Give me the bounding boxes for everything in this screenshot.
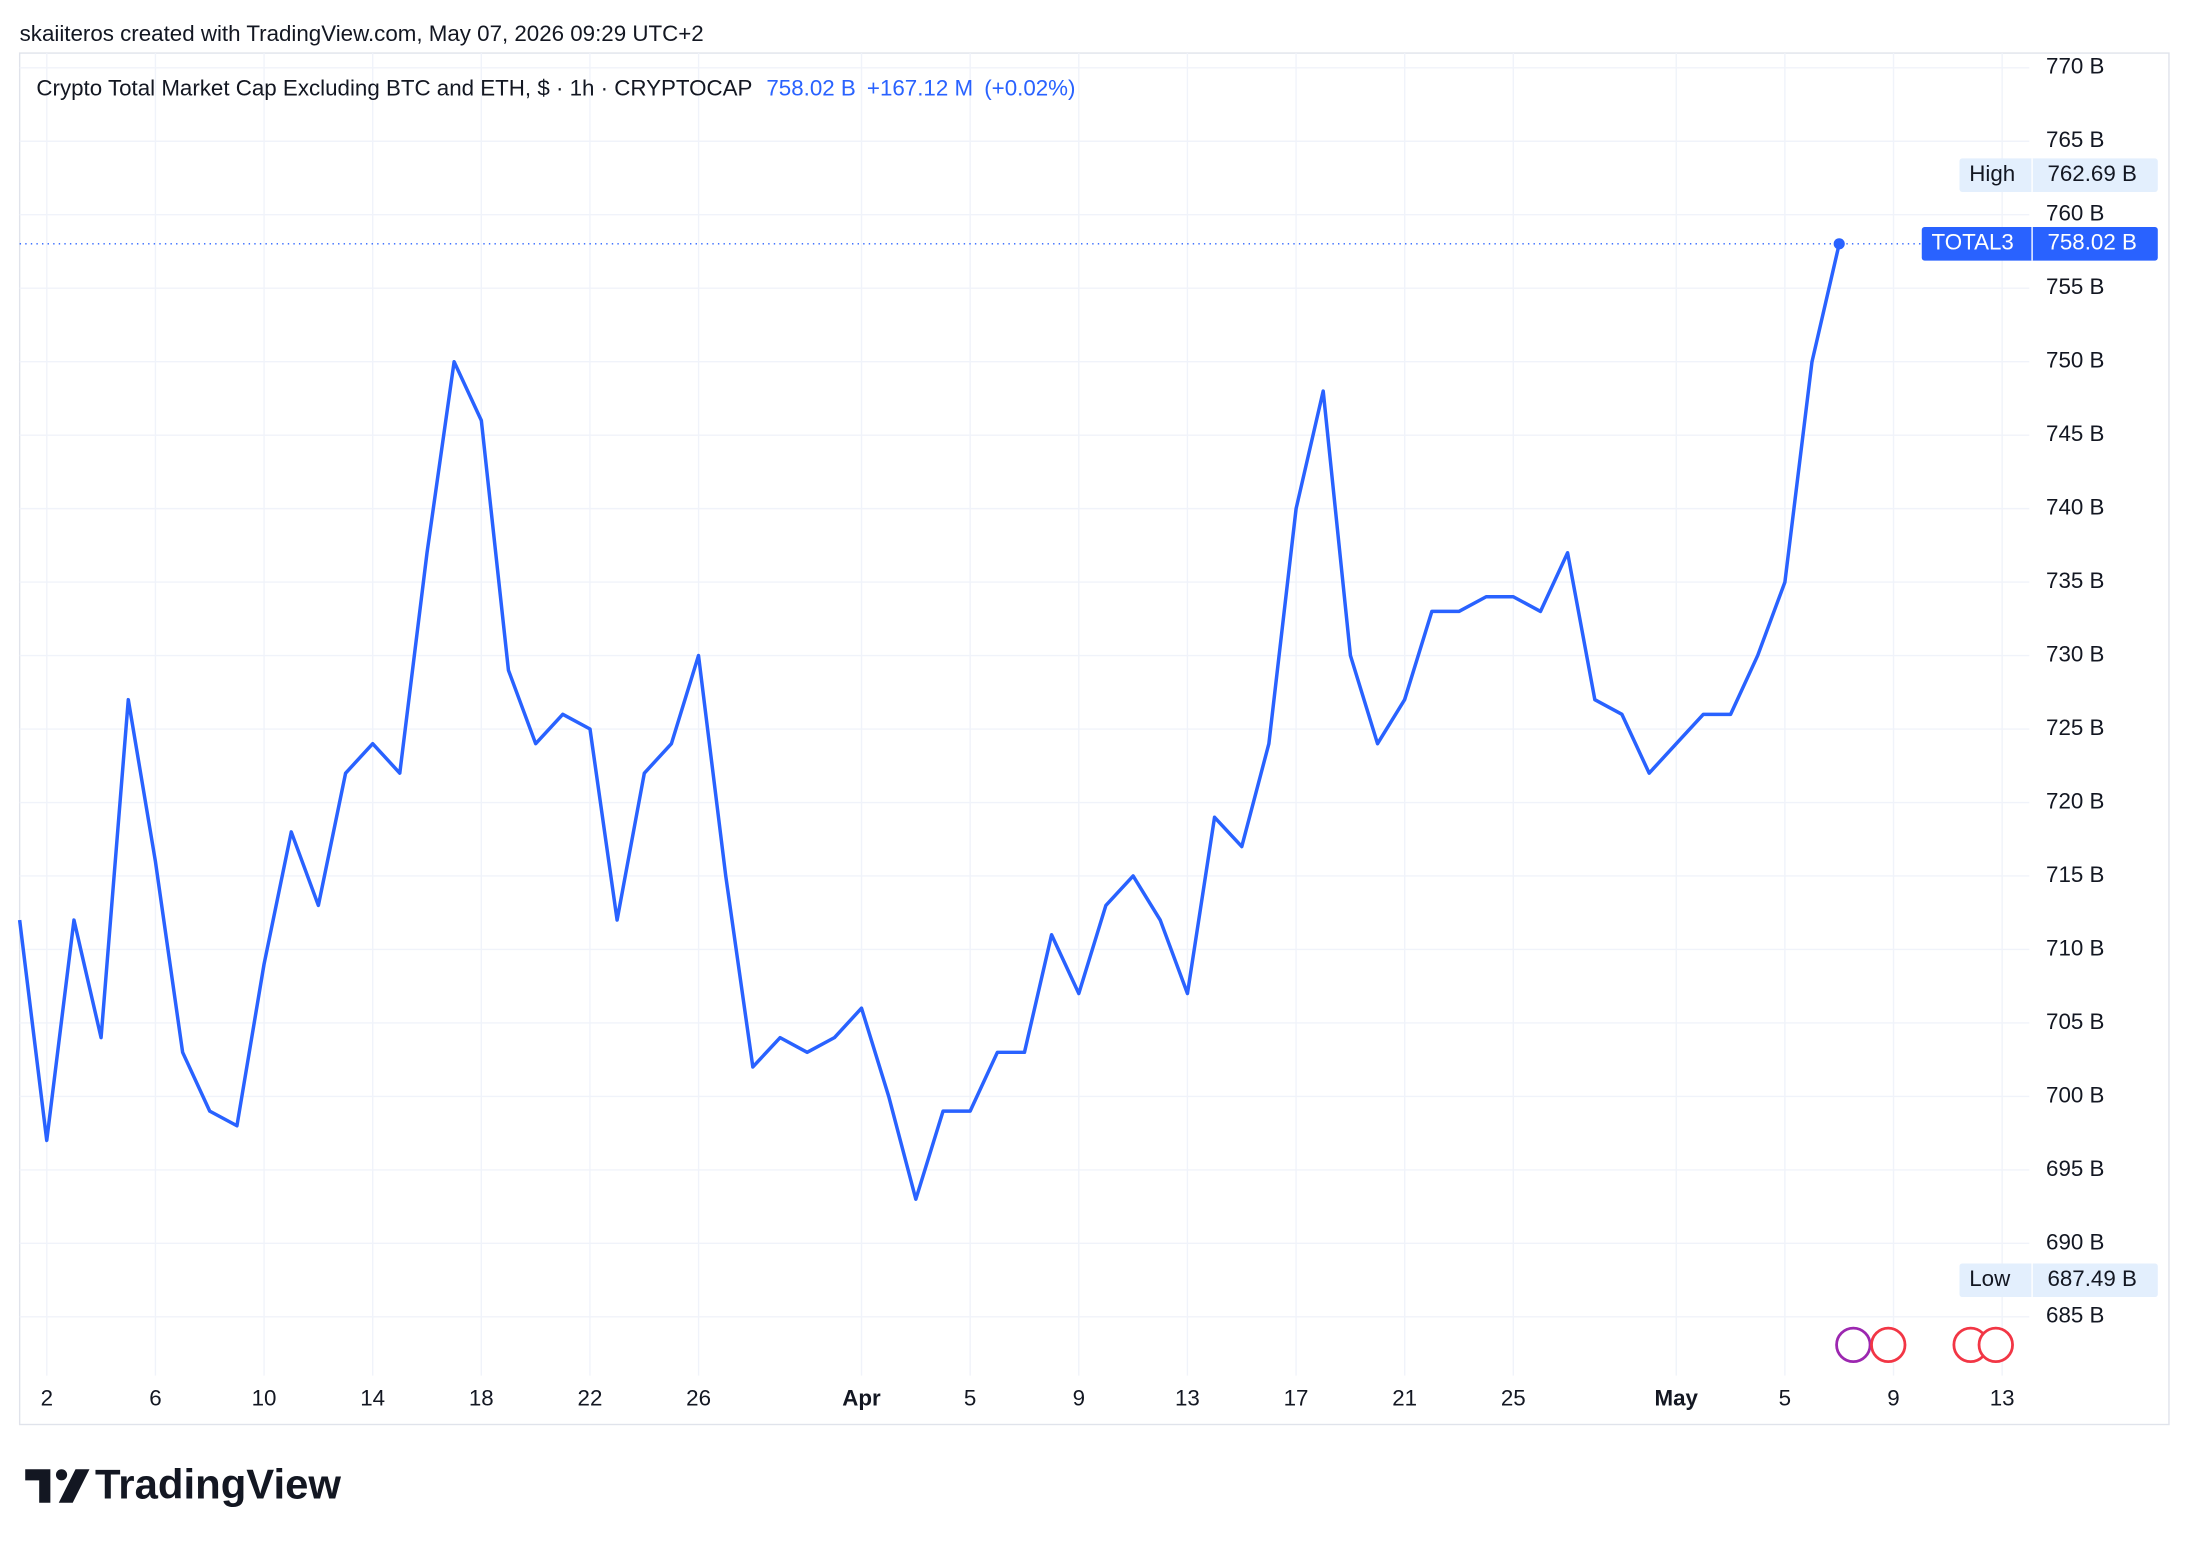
x-tick-label: 14 <box>360 1385 385 1410</box>
last-price-box <box>1921 227 2158 261</box>
chart-frame <box>18 52 2170 1426</box>
y-tick-label: 690 B <box>2046 1229 2104 1254</box>
y-tick-label: 710 B <box>2046 935 2104 960</box>
y-tick-label: 685 B <box>2046 1303 2104 1328</box>
low-name: Low <box>1969 1266 2011 1291</box>
x-tick-label: 9 <box>1073 1385 1085 1410</box>
last-point <box>1833 238 1845 250</box>
high-name: High <box>1969 161 2015 186</box>
y-tick-label: 700 B <box>2046 1082 2104 1107</box>
y-tick-label: 765 B <box>2046 127 2104 152</box>
low-value: 687.49 B <box>2047 1266 2136 1291</box>
attribution: skaiiteros created with TradingView.com,… <box>20 21 704 46</box>
y-tick-label: 720 B <box>2046 788 2104 813</box>
header-change-pct: (+0.02%) <box>984 75 1075 100</box>
header-price: 758.02 B <box>766 75 855 100</box>
low-box <box>1959 1263 2158 1298</box>
y-tick-label: 730 B <box>2046 641 2104 666</box>
x-tick-label: 6 <box>149 1385 161 1410</box>
y-tick-label: 755 B <box>2046 274 2104 299</box>
event-icons <box>1835 1326 2014 1364</box>
y-tick-label: 725 B <box>2046 715 2104 740</box>
x-tick-label: 10 <box>252 1385 277 1410</box>
y-tick-label: 715 B <box>2046 862 2104 887</box>
x-tick-label: 21 <box>1392 1385 1417 1410</box>
last-price-label: 758.02 B <box>2047 230 2136 255</box>
brand-logo: TradingView <box>25 1460 341 1507</box>
x-tick-label: 2 <box>41 1385 53 1410</box>
y-tick-label: 735 B <box>2046 568 2104 593</box>
x-tick-label: Apr <box>842 1385 881 1410</box>
x-tick-label: May <box>1655 1385 1699 1410</box>
y-tick-label: 745 B <box>2046 421 2104 446</box>
chart-title: Crypto Total Market Cap Excluding BTC an… <box>36 75 752 100</box>
x-tick-label: 13 <box>1175 1385 1200 1410</box>
x-tick-label: 25 <box>1501 1385 1526 1410</box>
y-tick-label: 760 B <box>2046 201 2104 226</box>
x-tick-label: 13 <box>1990 1385 2015 1410</box>
y-tick-label: 750 B <box>2046 348 2104 373</box>
series-name: TOTAL3 <box>1932 230 2014 255</box>
x-tick-label: 9 <box>1887 1385 1899 1410</box>
y-tick-label: 705 B <box>2046 1009 2104 1034</box>
x-tick-label: 22 <box>578 1385 603 1410</box>
x-tick-label: 5 <box>1779 1385 1791 1410</box>
x-tick-label: 17 <box>1284 1385 1309 1410</box>
x-tick-label: 26 <box>686 1385 711 1410</box>
x-tick-label: 5 <box>964 1385 976 1410</box>
header-change: +167.12 M <box>867 75 973 100</box>
y-tick-label: 695 B <box>2046 1156 2104 1181</box>
brand: TradingView <box>95 1460 341 1507</box>
high-box <box>1959 158 2158 192</box>
y-tick-label: 770 B <box>2046 54 2104 79</box>
grid <box>19 53 2030 1376</box>
x-tick-label: 18 <box>469 1385 494 1410</box>
price-line <box>17 243 1841 1201</box>
plot <box>17 238 1921 1201</box>
high-value: 762.69 B <box>2047 161 2136 186</box>
y-tick-label: 740 B <box>2046 495 2104 520</box>
